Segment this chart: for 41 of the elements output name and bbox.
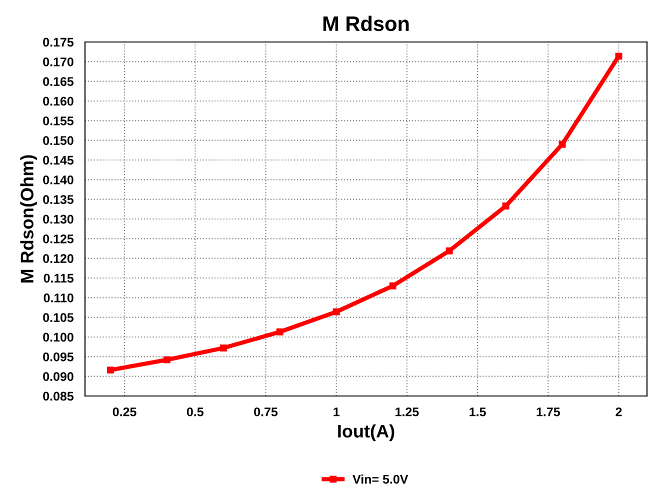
x-tick-label: 1.75: [536, 408, 560, 416]
x-tick-label: 0.5: [186, 407, 204, 416]
x-tick-label: 1: [334, 408, 340, 416]
y-tick-label: 0.095: [43, 352, 74, 362]
y-tick-label: 0.165: [43, 77, 74, 86]
x-tick-label: 0.75: [254, 407, 278, 416]
y-tick-label: 0.100: [43, 332, 74, 342]
y-tick-label: 0.090: [43, 372, 74, 381]
y-tick-label: 0.160: [43, 96, 74, 106]
point: [502, 202, 510, 210]
x-tick-label: 0.25: [112, 407, 136, 416]
x-tick-label: 2: [616, 407, 622, 416]
y-axis-title: M Rdson(Ohm): [20, 155, 38, 282]
y-tick-label: 0.105: [43, 313, 74, 322]
y-tick-label: 0.125: [43, 234, 74, 244]
y-tick-label: 0.140: [43, 175, 74, 184]
y-tick-label: 0.175: [43, 38, 74, 47]
chart-title: M Rdson: [323, 16, 409, 32]
point: [558, 140, 566, 148]
y-tick-label: 0.115: [44, 274, 74, 283]
x-tick-label: 1.25: [396, 407, 419, 416]
x-tick-label: 1.5: [470, 408, 486, 416]
y-tick-label: 0.085: [43, 392, 74, 401]
y-tick-label: 0.120: [43, 254, 74, 263]
point: [163, 356, 170, 364]
point: [615, 52, 622, 60]
point: [446, 247, 453, 254]
y-tick-label: 0.130: [43, 214, 74, 224]
point: [332, 308, 340, 316]
point: [220, 344, 227, 352]
point: [389, 282, 396, 290]
y-tick-label: 0.170: [43, 57, 74, 66]
point: [276, 328, 284, 336]
point: [106, 366, 114, 374]
y-tick-label: 0.155: [43, 116, 74, 126]
y-tick-label: 0.110: [44, 293, 74, 302]
y-tick-label: 0.150: [43, 136, 74, 145]
x-axis-title: Iout(A): [338, 424, 394, 442]
y-tick-label: 0.135: [43, 195, 74, 204]
y-tick-label: 0.145: [43, 156, 74, 165]
legend-label: Vin= 5.0V: [352, 474, 408, 484]
